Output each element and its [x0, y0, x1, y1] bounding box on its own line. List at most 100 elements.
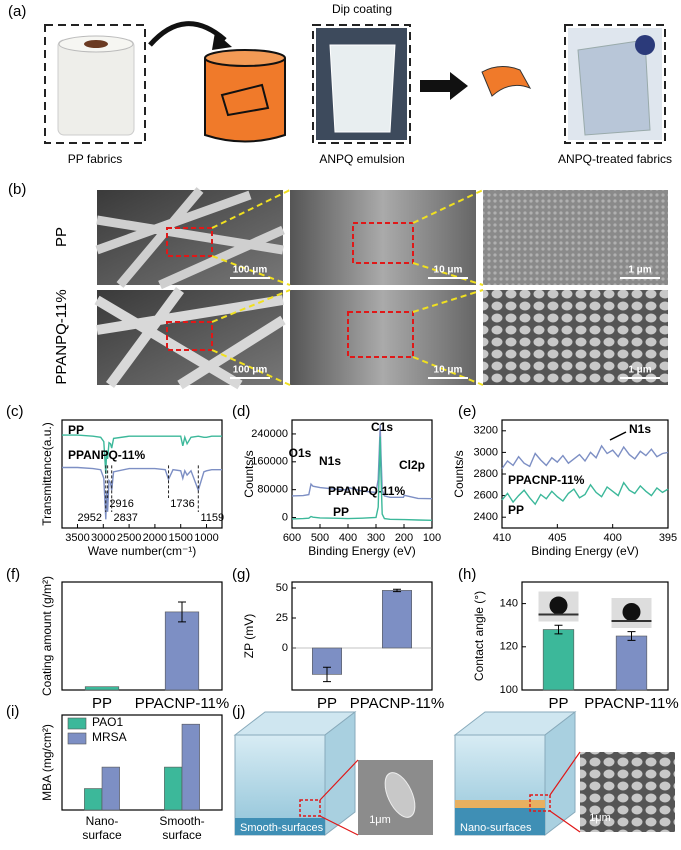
error-bar: [554, 624, 563, 635]
y-tick-label: 120: [500, 641, 518, 653]
y-tick-label: 2400: [474, 511, 498, 523]
y-tick-label: 140: [500, 598, 518, 610]
zoom-box: [299, 799, 321, 817]
spectrum-line: [62, 434, 222, 475]
x-tick-label: PP: [548, 695, 568, 712]
image-label: ANPQ emulsion: [319, 152, 404, 166]
peak-label: 1736: [170, 498, 194, 510]
x-tick-label: 1500: [168, 532, 192, 544]
y-tick-label: 80000: [257, 484, 288, 496]
spectrum-line: [291, 425, 433, 500]
fibers: [94, 287, 286, 390]
panel-b: PP PPANPQ-11% 100 μm 10 μm 1 μm 100 μm 1…: [53, 187, 668, 390]
scale-bar: 100 μm: [233, 265, 268, 276]
x-tick-label: 410: [493, 532, 511, 544]
x-axis-label: Wave number(cm⁻¹): [88, 544, 197, 558]
panel-label: (a): [8, 3, 26, 20]
zoom-lines: [211, 189, 484, 386]
x-tick-label: 3000: [91, 532, 115, 544]
surface-label: Nano-surfaces: [460, 822, 532, 834]
panel-label: (j): [232, 703, 245, 720]
scale-bar: 1 μm: [628, 265, 651, 276]
zoom-box: [166, 227, 213, 257]
x-axis-label: Binding Energy (eV): [531, 544, 638, 558]
image-frame: [564, 24, 666, 144]
y-tick-label: 2600: [474, 490, 498, 502]
scale-bar: 1 μm: [628, 365, 651, 376]
y-tick-label: 240000: [251, 428, 288, 440]
y-axis-label: Coating amount (g/m²): [40, 576, 54, 696]
panel-j: 1μm 1μm Smooth-surfaces Nano-surfaces: [233, 710, 675, 837]
plot-frame: [521, 581, 669, 691]
error-bar: [393, 588, 401, 593]
x-tick-label: 405: [548, 532, 566, 544]
y-tick-label: 160000: [251, 456, 288, 468]
y-tick-label: 0: [282, 511, 288, 523]
arrow-head: [212, 32, 232, 50]
droplet: [549, 596, 568, 615]
plot-frame: [291, 581, 433, 691]
zoom-box: [166, 321, 213, 351]
y-axis-label: Transmittance(a.u.): [40, 422, 54, 526]
y-tick-label: 3000: [474, 446, 498, 458]
spectrum-line: [501, 481, 669, 506]
box-side: [324, 710, 356, 837]
x-tick-label: 200: [395, 532, 413, 544]
error-bar: [323, 666, 331, 683]
surface-label: Smooth-surfaces: [240, 822, 324, 834]
y-axis-label: Counts/s: [452, 450, 466, 497]
bar: [84, 686, 120, 691]
panel-label: (g): [232, 566, 250, 583]
peak-label: 1159: [200, 512, 224, 524]
peak-label: 2952: [78, 512, 102, 524]
legend-label: MRSA: [92, 730, 127, 744]
x-tick-label: 400: [339, 532, 357, 544]
scale-bar: 1μm: [589, 812, 611, 824]
panel-label: (h): [458, 566, 476, 583]
y-axis-label: ZP (mV): [242, 614, 256, 658]
zoom-box: [347, 311, 414, 358]
series-label: PP: [508, 503, 524, 517]
bar: [542, 629, 575, 691]
plot-frame: [61, 581, 223, 691]
row-label: PP: [53, 227, 70, 247]
zoom-box: [529, 794, 551, 812]
fabric-roll: [57, 39, 135, 136]
peak-label: C1s: [371, 420, 393, 434]
x-tick-label: 300: [367, 532, 385, 544]
x-tick-label: PPACNP-11%: [135, 695, 229, 712]
x-tick-label: Smooth-surface: [159, 814, 204, 842]
series-label: PP: [68, 423, 84, 437]
bar: [101, 766, 120, 811]
scale-bar: 1μm: [369, 814, 391, 826]
y-tick-label: 100: [500, 684, 518, 696]
nano-particles: [455, 800, 545, 808]
bar: [181, 723, 200, 811]
scale-bar: 10 μm: [434, 265, 463, 276]
fabric-in-beaker: [220, 83, 270, 117]
arrow: [148, 21, 227, 47]
peak-label: N1s: [629, 422, 651, 436]
peak-label: 2916: [109, 498, 133, 510]
fibers: [95, 187, 285, 290]
spectrum-line: [501, 444, 669, 470]
zoom-box: [352, 222, 414, 264]
x-tick-label: 1000: [194, 532, 218, 544]
sem-image: [483, 190, 668, 285]
x-tick-label: PPACNP-11%: [350, 695, 444, 712]
series-label: PP: [333, 505, 349, 519]
x-tick-label: 500: [311, 532, 329, 544]
error-bar: [178, 601, 186, 623]
scale-bar: 100 μm: [233, 365, 268, 376]
treated-fabric: [577, 39, 651, 136]
legend-swatch: [67, 717, 87, 730]
sem-image: [483, 290, 668, 385]
scale-bar-line: [230, 277, 660, 379]
beaker-top: [204, 49, 286, 67]
x-tick-label: PPACNP-11%: [584, 695, 678, 712]
zoom-lines: [319, 759, 359, 836]
series-label: PPACNP-11%: [508, 473, 585, 487]
beaker: [204, 58, 286, 143]
x-tick-label: 100: [423, 532, 441, 544]
